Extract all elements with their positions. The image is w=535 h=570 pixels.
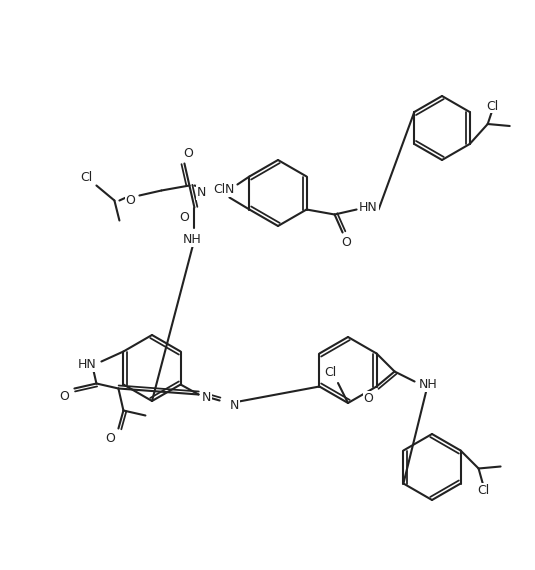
Text: Cl: Cl xyxy=(477,484,490,497)
Text: Cl: Cl xyxy=(487,100,499,112)
Text: O: O xyxy=(184,147,193,160)
Text: NH: NH xyxy=(183,233,202,246)
Text: HN: HN xyxy=(359,201,378,214)
Text: O: O xyxy=(342,236,351,249)
Text: NH: NH xyxy=(419,378,438,391)
Text: N: N xyxy=(225,183,234,196)
Text: Cl: Cl xyxy=(80,171,93,184)
Text: N: N xyxy=(230,399,239,412)
Text: Cl: Cl xyxy=(324,367,336,380)
Text: O: O xyxy=(105,432,116,445)
Text: N: N xyxy=(197,186,206,199)
Text: O: O xyxy=(179,211,189,224)
Text: Cl: Cl xyxy=(213,183,226,196)
Text: O: O xyxy=(364,392,373,405)
Text: HN: HN xyxy=(78,358,97,371)
Text: O: O xyxy=(59,390,70,403)
Text: N: N xyxy=(202,391,211,404)
Text: O: O xyxy=(126,194,135,207)
